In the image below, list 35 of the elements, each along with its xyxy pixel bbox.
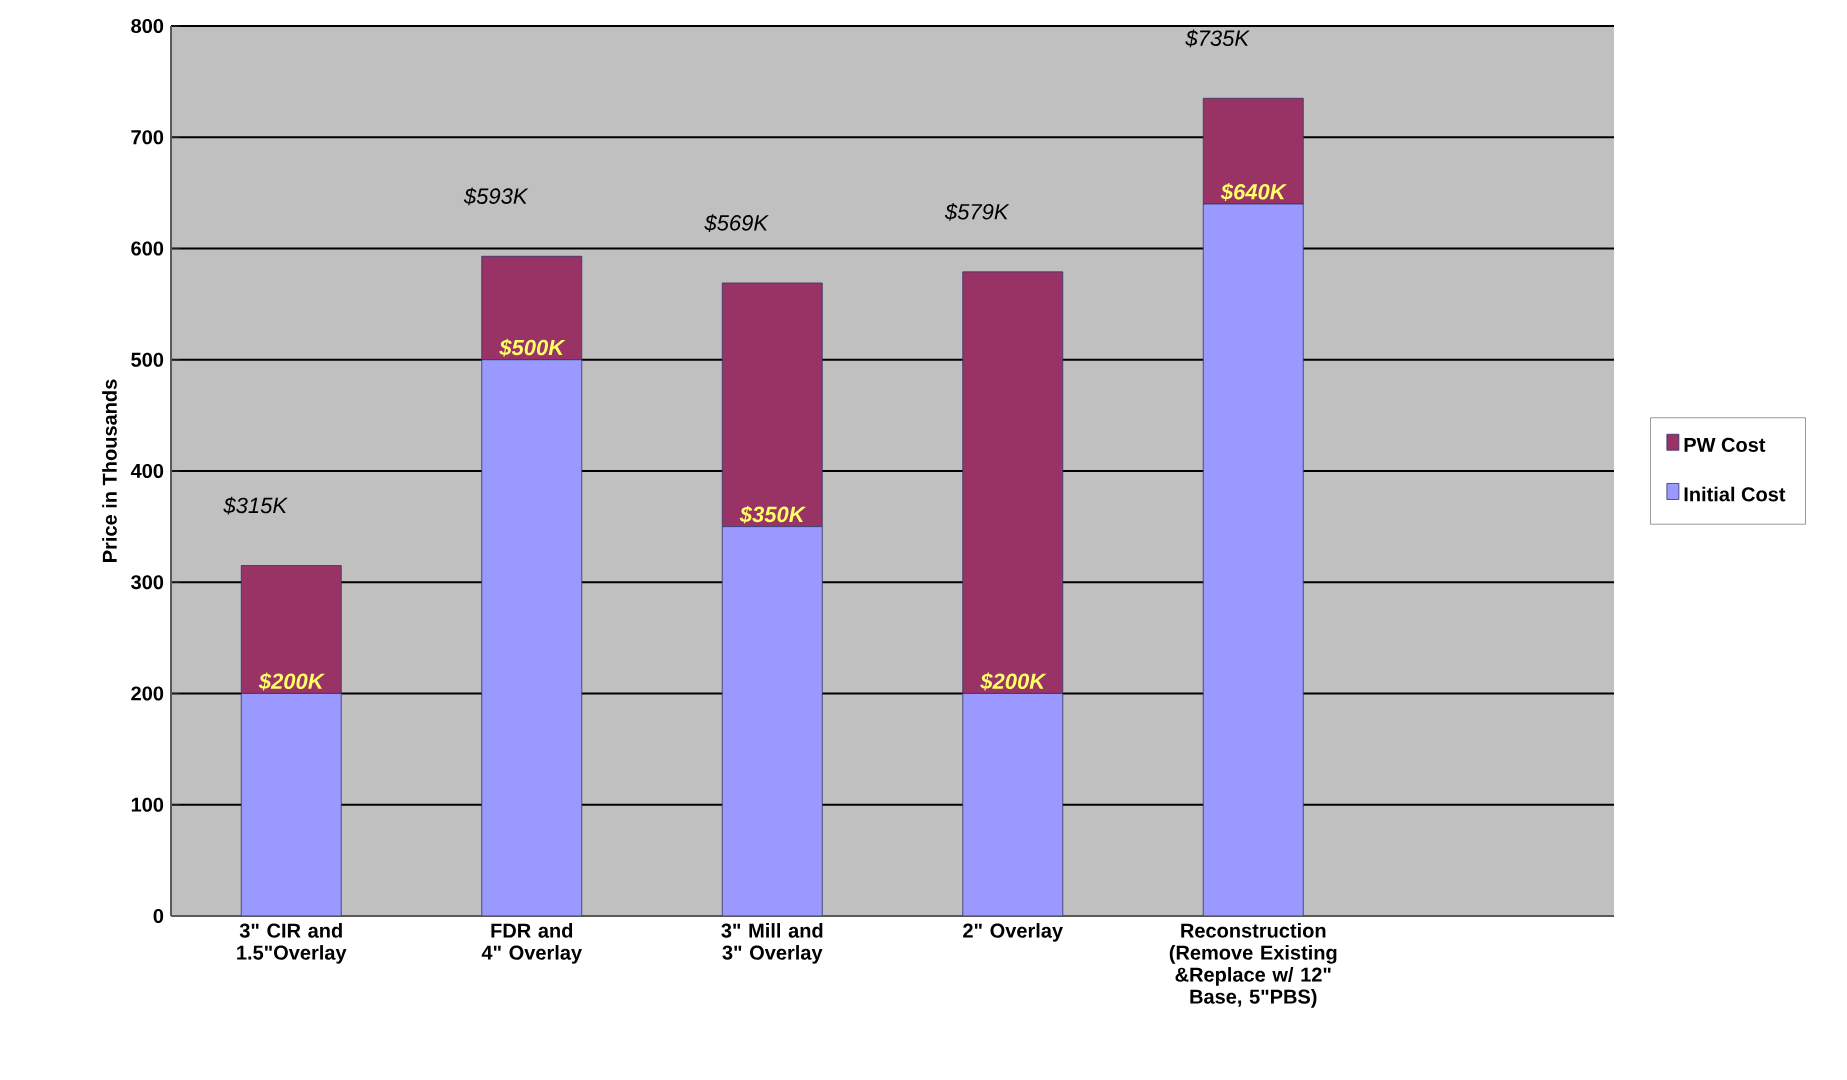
y-tick-label: 100: [131, 797, 164, 812]
data-label: $200K: [258, 672, 325, 691]
y-tick-label: 700: [131, 130, 164, 145]
y-tick-label: 300: [131, 575, 164, 590]
total-label: $315K: [223, 496, 288, 515]
total-label: $735K: [1185, 29, 1250, 48]
bar: [721, 526, 823, 916]
data-label: $500K: [499, 338, 566, 357]
bar: [481, 359, 583, 916]
y-tick-label: 400: [130, 463, 164, 479]
legend-label: Initial Cost: [1684, 486, 1786, 502]
y-tick-label: 600: [131, 241, 164, 256]
x-tick-label: 2" Overlay: [963, 923, 1063, 942]
total-label: $593K: [463, 187, 529, 206]
bar: [962, 271, 1064, 694]
y-tick-label: 500: [131, 352, 164, 367]
y-axis-title: Price in Thousands: [102, 379, 117, 562]
bar: [1202, 203, 1304, 916]
bar: [240, 693, 342, 916]
legend-label: PW Cost: [1684, 437, 1766, 452]
total-label: $579K: [944, 203, 1010, 221]
bar: [962, 693, 1064, 916]
x-tick-label: Reconstruction (Remove Existing &Replace w/ 12" Base, 5"PBS): [1169, 923, 1337, 1008]
data-label: $640K: [1220, 183, 1287, 201]
x-tick-label: FDR and 4" Overlay: [481, 923, 582, 964]
bar: [721, 282, 823, 528]
bar: [481, 255, 583, 361]
y-tick-label: 0: [153, 908, 164, 924]
total-label: $569K: [704, 214, 769, 232]
y-tick-label: 200: [131, 686, 164, 701]
y-tick-label: 800: [131, 18, 164, 34]
data-label: $350K: [739, 505, 806, 524]
data-label: $200K: [980, 672, 1047, 691]
x-tick-label: 3" CIR and 1.5"Overlay: [237, 923, 347, 964]
x-tick-label: 3" Mill and 3" Overlay: [721, 923, 823, 964]
